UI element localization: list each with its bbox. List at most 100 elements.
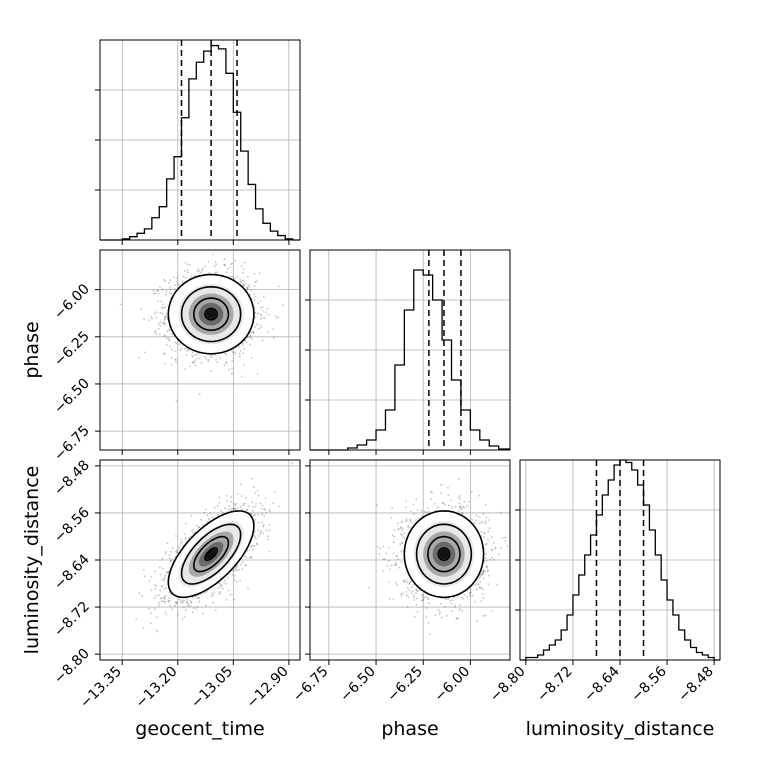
scatter-point (274, 491, 277, 493)
scatter-point (205, 604, 207, 607)
scatter-point (406, 606, 409, 608)
scatter-point (463, 594, 466, 596)
scatter-point (261, 504, 264, 507)
scatter-point (211, 516, 214, 519)
scatter-point (400, 593, 402, 596)
scatter-point (254, 316, 257, 319)
scatter-point (466, 595, 468, 598)
scatter-point (143, 575, 146, 578)
x-tick-label: −8.72 (534, 664, 576, 706)
scatter-point (427, 510, 430, 513)
scatter-point (148, 607, 151, 610)
scatter-point (176, 549, 178, 552)
scatter-point (192, 361, 194, 364)
scatter-point (150, 589, 153, 592)
scatter-point (187, 605, 190, 607)
scatter-point (390, 517, 393, 519)
scatter-point (184, 533, 186, 535)
scatter-point (163, 322, 165, 325)
scatter-point (167, 571, 169, 574)
histogram-step (100, 44, 300, 241)
scatter-point (236, 276, 239, 278)
scatter-point (484, 520, 487, 523)
scatter-point (169, 345, 171, 348)
scatter-point (165, 594, 167, 597)
scatter-point (240, 375, 243, 378)
scatter-point (247, 284, 250, 286)
scatter-point (265, 512, 268, 514)
scatter-point (231, 573, 234, 576)
scatter-point (261, 521, 264, 524)
scatter-point (181, 280, 184, 283)
scatter-point (481, 573, 484, 575)
scatter-point (242, 279, 245, 282)
scatter-point (454, 604, 456, 607)
scatter-point (382, 545, 385, 548)
scatter-point (119, 303, 122, 306)
scatter-point (170, 292, 173, 295)
scatter-point (163, 587, 166, 590)
scatter-point (167, 329, 170, 331)
scatter-point (482, 577, 485, 580)
scatter-point (178, 343, 181, 346)
scatter-point (228, 508, 231, 511)
scatter-point (186, 598, 189, 601)
scatter-point (430, 498, 432, 500)
scatter-point (252, 505, 254, 508)
scatter-point (268, 510, 271, 513)
scatter-point (254, 513, 256, 516)
scatter-point (242, 352, 245, 354)
scatter-point (161, 306, 164, 309)
scatter-point (210, 356, 213, 359)
scatter-point (142, 627, 145, 629)
scatter-point (254, 491, 257, 494)
scatter-point (192, 528, 195, 531)
density-fill (206, 309, 217, 319)
scatter-point (187, 348, 190, 351)
scatter-point (439, 602, 442, 605)
scatter-point (425, 607, 428, 609)
scatter-point (168, 591, 171, 593)
scatter-point (250, 289, 253, 291)
scatter-point (412, 503, 415, 506)
scatter-point (462, 597, 464, 600)
scatter-point (410, 592, 413, 595)
scatter-point (457, 496, 460, 499)
scatter-point (215, 358, 218, 361)
scatter-point (191, 361, 194, 364)
scatter-point (198, 597, 201, 599)
scatter-point (232, 570, 235, 572)
scatter-point (486, 570, 489, 573)
scatter-point (262, 532, 265, 534)
scatter-point (469, 594, 472, 597)
scatter-point (156, 289, 159, 292)
scatter-point (164, 316, 166, 318)
scatter-point (158, 601, 160, 604)
scatter-point (258, 327, 260, 330)
scatter-point (219, 357, 222, 360)
panel-frame (99, 39, 301, 241)
scatter-point (160, 300, 163, 303)
scatter-point (392, 598, 395, 601)
scatter-point (161, 288, 164, 291)
scatter-point (152, 289, 155, 292)
scatter-point (166, 337, 169, 340)
scatter-point (263, 515, 266, 517)
scatter-point (218, 496, 221, 499)
scatter-point (202, 523, 205, 526)
scatter-point (394, 563, 396, 565)
scatter-point (245, 497, 247, 499)
scatter-point (253, 272, 256, 275)
x-tick-label: −8.80 (487, 664, 529, 706)
scatter-point (180, 601, 183, 604)
scatter-point (473, 522, 476, 525)
scatter-point (246, 287, 249, 289)
scatter-point (215, 263, 218, 266)
scatter-point (200, 518, 203, 521)
scatter-point (143, 318, 145, 321)
scatter-point (164, 316, 167, 319)
scatter-point (206, 514, 209, 517)
scatter-point (257, 312, 259, 315)
scatter-point (247, 505, 250, 508)
